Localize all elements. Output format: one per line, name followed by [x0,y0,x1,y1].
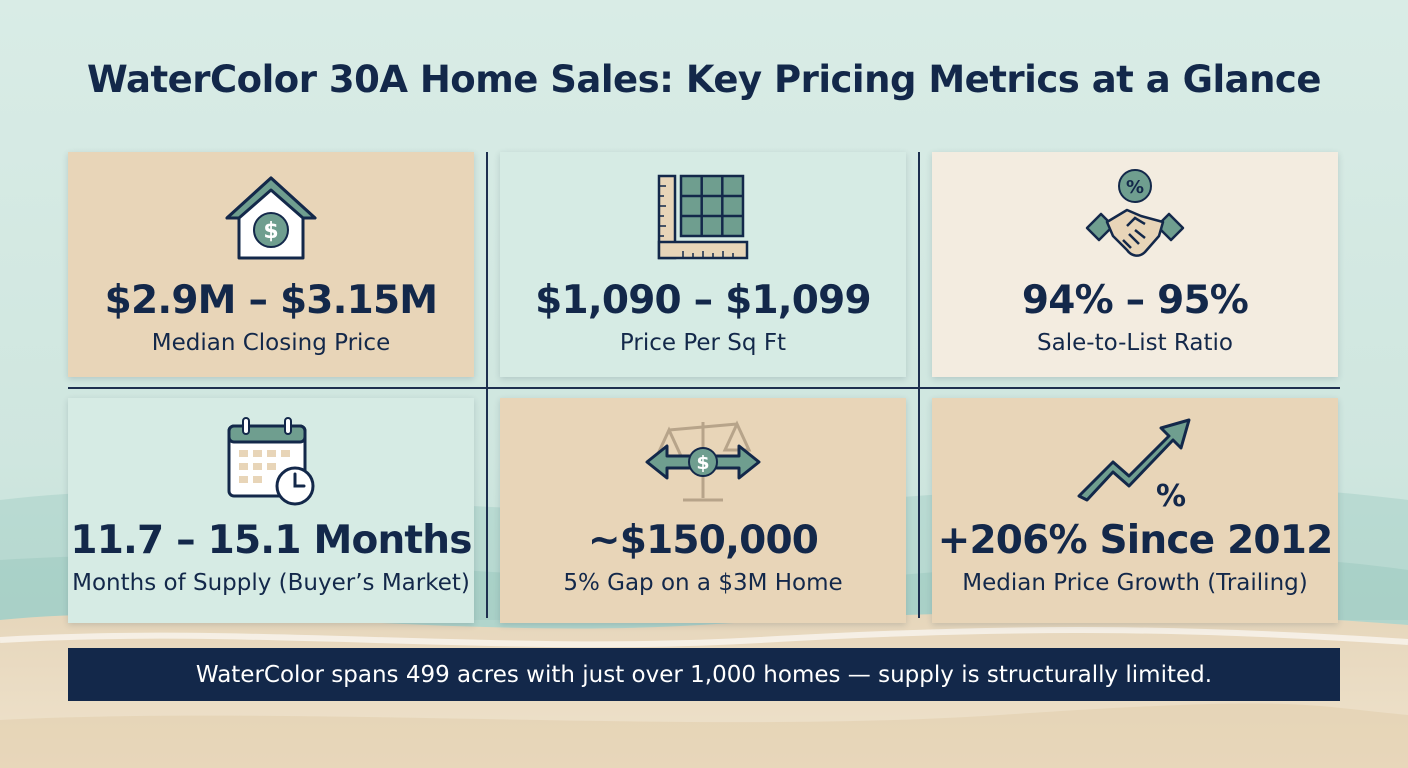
page-title: WaterColor 30A Home Sales: Key Pricing M… [87,58,1321,101]
metric-card-price-growth: % +206% Since 2012 Median Price Growth (… [932,398,1338,623]
footer-banner: WaterColor spans 499 acres with just ove… [68,648,1340,701]
metric-value: ~$150,000 [587,518,819,563]
svg-text:$: $ [696,452,709,474]
grid-divider [486,152,488,618]
house-dollar-icon: $ [68,172,474,264]
metric-card-median-closing-price: $ $2.9M – $3.15M Median Closing Price [68,152,474,377]
metric-card-price-per-sqft: $1,090 – $1,099 Price Per Sq Ft [500,152,906,377]
handshake-percent-icon: % [932,166,1338,266]
metric-value: $1,090 – $1,099 [535,278,871,323]
metric-value: 11.7 – 15.1 Months [70,518,472,563]
grid-divider [68,387,1340,389]
scale-arrows-dollar-icon: $ [500,416,906,508]
svg-text:%: % [1156,479,1186,510]
metric-value: +206% Since 2012 [937,518,1334,563]
svg-text:%: % [1126,177,1144,198]
metric-label: Price Per Sq Ft [619,330,787,356]
metric-label: Sale-to-List Ratio [1037,330,1233,356]
trend-arrow-percent-icon: % [932,414,1338,510]
metric-label: Median Price Growth (Trailing) [962,570,1308,596]
svg-text:$: $ [263,219,278,244]
metric-label: Median Closing Price [151,330,391,356]
grid-divider [918,152,920,618]
calendar-clock-icon [68,414,474,510]
grid-ruler-icon [500,170,906,264]
metric-card-sale-to-list: % 94% – 95% Sale-to-List Ratio [932,152,1338,377]
metric-value: $2.9M – $3.15M [104,278,438,323]
metric-card-months-of-supply: 11.7 – 15.1 Months Months of Supply (Buy… [68,398,474,623]
metric-label: 5% Gap on a $3M Home [563,570,843,596]
metric-card-price-gap: $ ~$150,000 5% Gap on a $3M Home [500,398,906,623]
metric-value: 94% – 95% [1021,278,1249,323]
metric-label: Months of Supply (Buyer’s Market) [72,570,470,596]
